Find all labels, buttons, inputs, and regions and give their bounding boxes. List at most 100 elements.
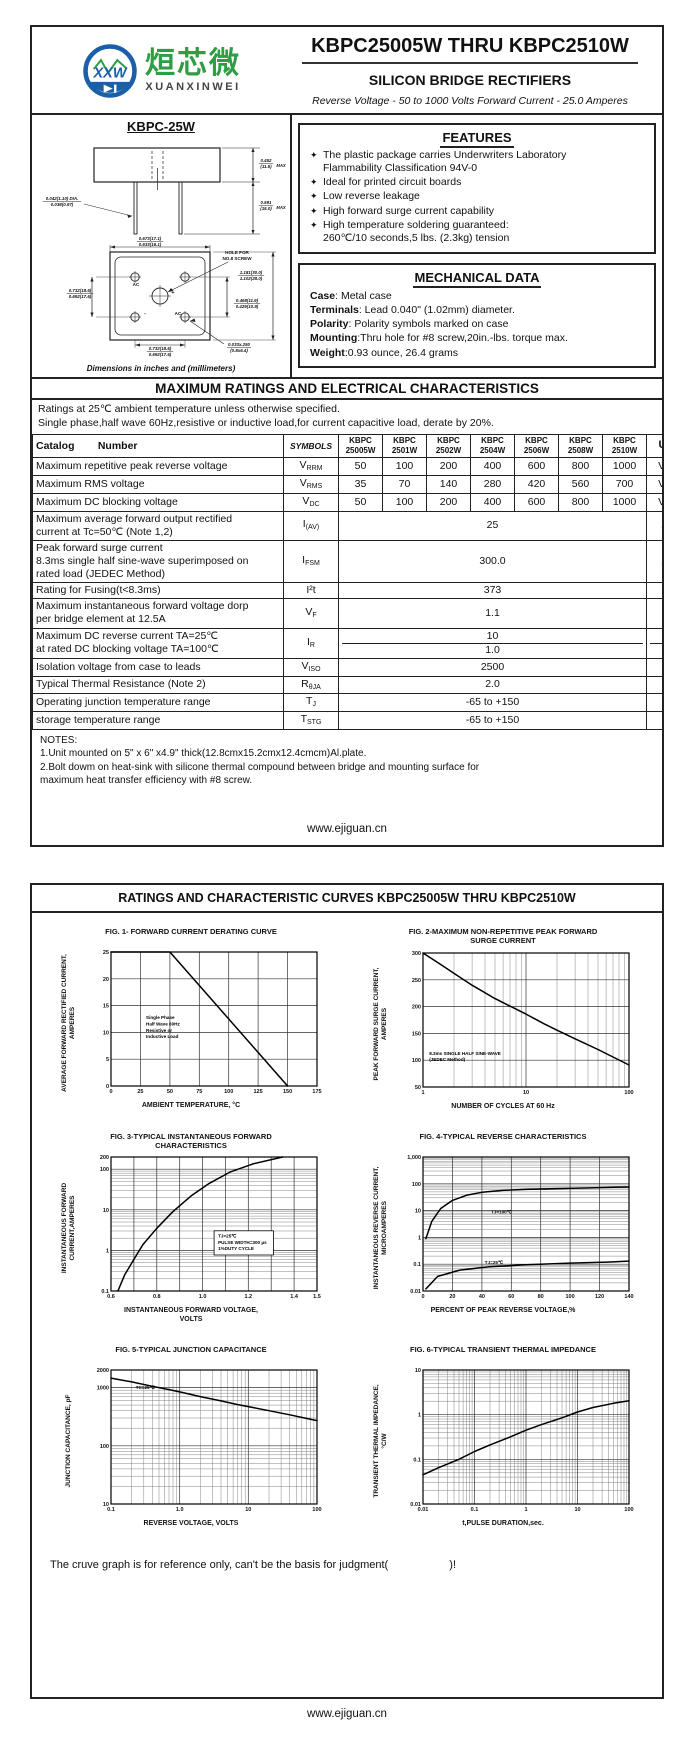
figure-3-ylabel: INSTANTANEOUS FORWARD CURRENT,AMPERES [61, 1183, 76, 1274]
svg-text:100: 100 [412, 1181, 421, 1187]
svg-text:0.1: 0.1 [413, 1457, 421, 1463]
row-symbol: VDC [283, 492, 339, 512]
figure-2-peak-surge-current: FIG. 2-MAXIMUM NON-REPETITIVE PEAK FORWA… [348, 927, 658, 1112]
figure-1-plot: 0 25 50 75 100 125 150 175 0 5 10 15 20 25 Single Phas… [103, 950, 322, 1095]
row-parameter: Rating for Fusing(t<8.3ms) [32, 582, 284, 600]
figure-1-xlabel: AMBIENT TEMPERATURE, °C [141, 1102, 241, 1109]
svg-text:0.01: 0.01 [410, 1502, 421, 1508]
row-symbol: VF [283, 598, 339, 629]
row-value: 200 [426, 492, 471, 512]
figure-6-title: FIG. 6-TYPICAL TRANSIENT THERMAL IMPEDAN… [410, 1344, 596, 1354]
svg-text:0.429(10.9): 0.429(10.9) [236, 304, 259, 309]
svg-text:40: 40 [479, 1294, 485, 1300]
datasheet-page-2: RATINGS AND CHARACTERISTIC CURVES KBPC25… [30, 883, 664, 1699]
row-value: 420 [514, 475, 559, 494]
svg-text:10: 10 [245, 1507, 251, 1513]
svg-text:MAX: MAX [276, 205, 286, 210]
svg-text:100: 100 [412, 1058, 421, 1064]
svg-text:100: 100 [312, 1507, 321, 1513]
mechanical-data-item: Polarity: Polarity symbols marked on cas… [310, 318, 509, 331]
feature-item: ✦ Low reverse leakage [310, 190, 420, 203]
logo-icon: XXW [83, 44, 137, 98]
row-value: 70 [382, 475, 427, 494]
row-value: 800 [558, 457, 603, 477]
row-value: 560 [558, 475, 603, 494]
row-parameter: storage temperature range [32, 711, 284, 730]
feature-item: ✦ High forward surge current capability [310, 204, 494, 217]
row-units: VOLTS [646, 457, 662, 477]
ratings-section-title: MAXIMUM RATINGS AND ELECTRICAL CHARACTER… [32, 377, 662, 400]
figure-6-transient-thermal-impedance: FIG. 6-TYPICAL TRANSIENT THERMAL IMPEDAN… [348, 1345, 658, 1529]
row-value: 2.0 [338, 675, 647, 695]
figure-2-title: FIG. 2-MAXIMUM NON-REPETITIVE PEAK FORWA… [408, 927, 598, 946]
logo-names: 烜芯微 XUANXINWEI [145, 49, 241, 94]
table-header-row: Catalog Number SYMBOLS KBPC 25005W KBPC 2501W… [32, 434, 662, 459]
figure-5-plot: 0.1 1.0 10 100 2000 1000 100 10 TC=25℃ [97, 1368, 322, 1513]
row-parameter: Isolation voltage from case to leads [32, 657, 284, 677]
row-units: VOLTS [646, 475, 662, 494]
svg-text:0.1: 0.1 [413, 1262, 421, 1268]
table-row: Typical Thermal Resistance (Note 2) RθJA 2… [32, 675, 662, 695]
row-value: 2500 [338, 657, 647, 677]
svg-text:10: 10 [415, 1208, 421, 1214]
row-symbol: TSTG [283, 711, 339, 730]
col-header-device: KBPC 2506W [514, 434, 559, 459]
feature-bullet-icon: ✦ [310, 205, 318, 216]
row-units: °C [646, 693, 662, 713]
col-header-device: KBPC 2504W [470, 434, 515, 459]
figure-5-junction-capacitance: FIG. 5-TYPICAL JUNCTION CAPACITANCE JUNC… [36, 1345, 346, 1529]
svg-text:0.042(1.10) DIA.: 0.042(1.10) DIA. [46, 196, 78, 201]
curves-section-title: RATINGS AND CHARACTERISTIC CURVES KBPC25… [32, 885, 662, 913]
figure-3-plot: 0.6 0.8 1.0 1.2 1.4 1.5 200 100 10 1 0.1 TJ=25℃ PULS… [100, 1155, 321, 1300]
svg-text:250: 250 [412, 978, 421, 984]
svg-text:0.1: 0.1 [107, 1507, 115, 1513]
row-value: 400 [470, 457, 515, 477]
svg-text:200: 200 [100, 1155, 109, 1161]
svg-text:0.1: 0.1 [101, 1289, 109, 1295]
datasheet-page: { "page1": { "logo": { "abbr": "XXW", "c… [0, 25, 694, 1761]
svg-text:15: 15 [103, 1004, 109, 1010]
svg-text:10: 10 [415, 1368, 421, 1374]
row-value: 1.1 [338, 598, 647, 629]
figure-3-title: FIG. 3-TYPICAL INSTANTANEOUS FORWARD CHA… [110, 1131, 272, 1150]
row-parameter: Maximum RMS voltage [32, 475, 284, 494]
col-header-device: KBPC 25005W [338, 434, 383, 459]
svg-text:0.6: 0.6 [107, 1294, 115, 1300]
figure-4-xlabel: PERCENT OF PEAK REVERSE VOLTAGE,% [430, 1306, 576, 1314]
svg-text:150: 150 [283, 1089, 292, 1095]
mechanical-data-box: MECHANICAL DATA Case: Metal case Terminal… [298, 262, 656, 368]
svg-text:10: 10 [103, 1208, 109, 1214]
row-parameter: Typical Thermal Resistance (Note 2) [32, 675, 284, 695]
mechanical-data-title: MECHANICAL DATA [310, 269, 644, 288]
row-symbol: RθJA [283, 675, 339, 695]
svg-text:0.033x.250: 0.033x.250 [228, 342, 251, 347]
header: XXW 烜芯微 XUANXINWEI KBPC25005W THRU KBPC2… [32, 27, 662, 113]
table-row: Maximum instantaneous forward voltage do… [32, 598, 662, 629]
row-units: Volts [646, 598, 662, 629]
title-block: KBPC25005W THRU KBPC2510W SILICON BRIDGE… [284, 35, 656, 107]
package-and-info-row: KBPC-25W 0.452 (11.5) MAX 0.591 (15.0) MAX 0.0… [32, 113, 662, 377]
col-header-device: KBPC 2502W [426, 434, 471, 459]
svg-text:140: 140 [624, 1294, 633, 1300]
row-parameter: Maximum instantaneous forward voltage do… [32, 598, 284, 629]
website-footer-page1: www.ejiguan.cn [307, 823, 387, 835]
col-header-units: UNITS [646, 434, 662, 459]
figure-5-title: FIG. 5-TYPICAL JUNCTION CAPACITANCE [115, 1344, 267, 1354]
row-parameter: Maximum DC reverse current TA=25℃ at rat… [32, 627, 284, 659]
svg-text:100: 100 [100, 1444, 109, 1450]
row-value: 280 [470, 475, 515, 494]
svg-text:1.4: 1.4 [290, 1294, 299, 1300]
col-header-device: KBPC 2510W [602, 434, 647, 459]
device-type-subtitle: SILICON BRIDGE RECTIFIERS [368, 72, 572, 88]
row-value: -65 to +150 [338, 711, 647, 730]
figure-3-forward-characteristics: FIG. 3-TYPICAL INSTANTANEOUS FORWARD CHA… [36, 1132, 346, 1325]
figure-4-plot: 0 20 40 60 80 100 120 140 1,000 100 10 1 0.1 0.01 TJ=1… [407, 1155, 633, 1300]
features-box: FEATURES ✦ The plastic package carries Un… [298, 123, 656, 254]
svg-text:75: 75 [196, 1089, 202, 1095]
row-units: Amps [646, 510, 662, 541]
row-parameter: Maximum DC blocking voltage [32, 492, 284, 512]
table-row: Isolation voltage from case to leads VISO… [32, 657, 662, 677]
svg-text:0.8: 0.8 [153, 1294, 161, 1300]
title-divider [302, 62, 638, 64]
svg-text:(15.0): (15.0) [260, 206, 272, 211]
